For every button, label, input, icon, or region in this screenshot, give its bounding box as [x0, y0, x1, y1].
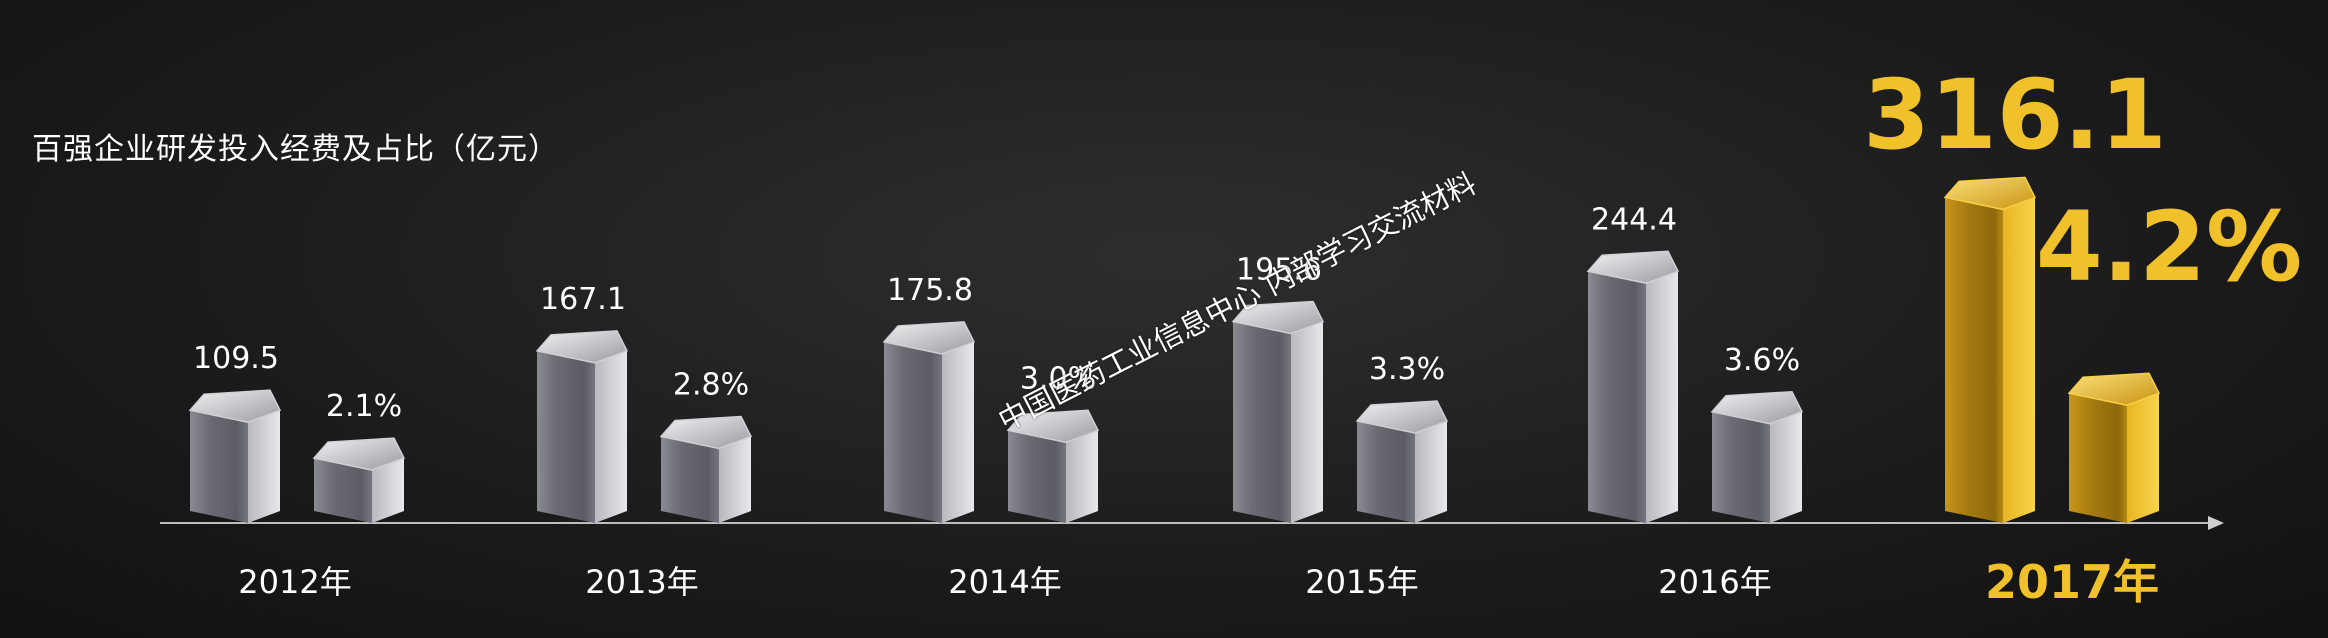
bar-ratio-2016年-top — [1710, 390, 1804, 425]
data-label-ratio-2015年: 3.3% — [1369, 352, 1445, 387]
data-label-ratio-2016年: 3.6% — [1724, 343, 1800, 378]
data-label-rd-2015年: 195.6 — [1236, 253, 1322, 288]
bar-rd-2012年-top — [188, 389, 282, 423]
data-label-rd-2013年: 167.1 — [540, 282, 626, 317]
data-label-rd-2016年: 244.4 — [1591, 202, 1677, 237]
x-axis-arrow — [2208, 516, 2224, 530]
data-label-ratio-2012年: 2.1% — [326, 389, 402, 424]
data-label-rd-2012年: 109.5 — [193, 341, 279, 376]
bar-rd-2014年-front — [884, 341, 942, 523]
category-label-2015年: 2015年 — [1305, 563, 1418, 601]
data-label-ratio-2017年: 4.2% — [2036, 191, 2302, 303]
bar-ratio-2017年 — [2067, 372, 2161, 523]
bar-ratio-2015年-front — [1357, 421, 1415, 523]
bar-ratio-2017年-front — [2069, 393, 2127, 523]
data-label-rd-2017年: 316.1 — [1863, 59, 2167, 171]
data-label-ratio-2013年: 2.8% — [673, 367, 749, 402]
data-label-rd-2014年: 175.8 — [887, 273, 973, 308]
bar-rd-2015年 — [1231, 300, 1325, 523]
bar-ratio-2014年 — [1006, 409, 1100, 523]
category-label-2016年: 2016年 — [1658, 563, 1771, 601]
bar-ratio-2014年-side — [1066, 430, 1098, 523]
bar-rd-2014年-top — [882, 321, 976, 355]
bar-rd-2012年 — [188, 389, 282, 523]
category-label-2013年: 2013年 — [585, 563, 698, 601]
bar-rd-2015年-front — [1233, 321, 1291, 523]
bar-ratio-2015年-top — [1355, 400, 1449, 434]
bar-rd-2017年-front — [1945, 197, 2003, 524]
bar-rd-2012年-side — [248, 410, 280, 523]
bar-ratio-2014年-front — [1008, 430, 1066, 523]
bar-rd-2015年-top — [1231, 300, 1325, 335]
bar-ratio-2014年-top — [1006, 409, 1100, 444]
bar-rd-2014年 — [882, 321, 976, 523]
bar-ratio-2017年-top — [2067, 372, 2161, 406]
bar-rd-2013年 — [535, 330, 629, 523]
bar-ratio-2012年 — [312, 437, 406, 523]
bar-ratio-2013年 — [659, 415, 753, 523]
bar-ratio-2016年-side — [1770, 411, 1802, 523]
bar-rd-2014年-side — [942, 341, 974, 523]
bar-ratio-2013年-top — [659, 415, 753, 450]
bar-rd-2013年-side — [595, 350, 627, 523]
bar-rd-2017年 — [1943, 176, 2037, 524]
bar-ratio-2016年 — [1710, 390, 1804, 523]
bar-rd-2017年-side — [2003, 197, 2035, 524]
bar-rd-2016年 — [1586, 250, 1680, 523]
bar-rd-2017年-top — [1943, 176, 2037, 211]
bar-ratio-2013年-side — [719, 436, 751, 523]
bar-ratio-2015年-side — [1415, 421, 1447, 523]
category-label-2012年: 2012年 — [238, 563, 351, 601]
category-label-2014年: 2014年 — [948, 563, 1061, 601]
data-label-ratio-2014年: 3.0% — [1020, 361, 1096, 396]
bar-rd-2016年-front — [1588, 271, 1646, 523]
chart-title: 百强企业研发投入经费及占比（亿元） — [32, 132, 559, 167]
bar-ratio-2016年-front — [1712, 411, 1770, 523]
bar-rd-2013年-front — [537, 350, 595, 523]
bar-ratio-2013年-front — [661, 436, 719, 523]
bar-rd-2016年-side — [1646, 271, 1678, 523]
bar-rd-2015年-side — [1291, 321, 1323, 523]
bar-rd-2016年-top — [1586, 250, 1680, 285]
bar-ratio-2012年-front — [314, 458, 372, 523]
bar-rd-2013年-top — [535, 330, 629, 364]
bar-ratio-2012年-side — [372, 458, 404, 523]
category-label-2017年: 2017年 — [1985, 555, 2159, 609]
bar-rd-2012年-front — [190, 410, 248, 523]
bar-ratio-2015年 — [1355, 400, 1449, 523]
bar-ratio-2012年-top — [312, 437, 406, 471]
bar-ratio-2017年-side — [2127, 393, 2159, 523]
